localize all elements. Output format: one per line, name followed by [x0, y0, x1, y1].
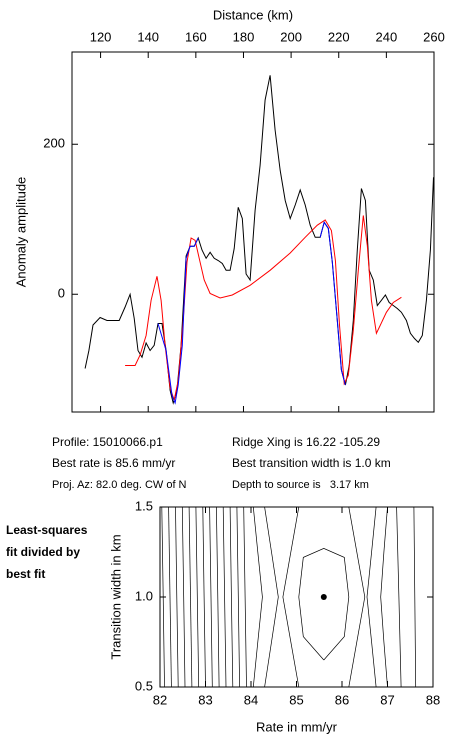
contour-line — [282, 506, 366, 688]
x-tick-label: 200 — [280, 29, 302, 44]
series-line — [125, 215, 402, 402]
contour-line — [252, 506, 263, 688]
contour-line — [175, 506, 179, 688]
y-tick-label: 200 — [43, 136, 65, 151]
plot-frame — [71, 51, 435, 413]
info-azimuth: Proj. Az: 82.0 deg. CW of N — [52, 479, 187, 491]
y-tick-label: 1.0 — [135, 588, 153, 603]
contour-line — [298, 548, 350, 661]
y-tick-label: 0.5 — [135, 678, 153, 693]
contour-line — [216, 506, 220, 688]
contour-line — [229, 506, 234, 688]
contour-line — [161, 506, 165, 688]
x-tick-label: 86 — [335, 692, 349, 707]
x-tick-label: 82 — [153, 692, 167, 707]
side-note: best fit — [6, 567, 45, 581]
contour-line — [168, 506, 172, 688]
x-tick-label: 220 — [328, 29, 350, 44]
x-tick-label: 160 — [185, 29, 207, 44]
x-tick-label: 260 — [423, 29, 445, 44]
info-ridge: Ridge Xing is 16.22 -105.29 — [232, 435, 380, 449]
contour-line — [181, 506, 186, 688]
contour-line — [396, 506, 402, 688]
y-tick-label: 0 — [58, 286, 65, 301]
x-tick-label: 180 — [233, 29, 255, 44]
x-tick-label: 140 — [137, 29, 159, 44]
contour-line — [413, 506, 417, 688]
contour-line — [195, 506, 200, 688]
side-note: fit divided by — [6, 545, 80, 559]
y-axis-label: Anomaly amplitude — [13, 177, 28, 288]
x-tick-label: 240 — [376, 29, 398, 44]
contour-line — [209, 506, 213, 688]
x-tick-label: 83 — [198, 692, 212, 707]
contour-line — [264, 506, 279, 688]
x-tick-label: 84 — [244, 692, 258, 707]
contour-line — [366, 506, 377, 688]
y-tick-label: 1.5 — [135, 498, 153, 513]
contour-line — [202, 506, 206, 688]
contour-line — [236, 506, 240, 688]
series-line — [157, 221, 346, 405]
contour-line — [380, 506, 388, 688]
contour-line — [243, 506, 247, 688]
best-fit-point — [320, 594, 327, 600]
x-tick-label: 120 — [90, 29, 112, 44]
info-rate: Best rate is 85.6 mm/yr — [52, 456, 175, 470]
info-width: Best transition width is 1.0 km — [232, 456, 391, 470]
side-note: Least-squares — [6, 523, 88, 537]
x-tick-label: 85 — [289, 692, 303, 707]
contour-line — [188, 506, 193, 688]
x-tick-label: 88 — [426, 692, 440, 707]
x-axis-label: Rate in mm/yr — [256, 719, 338, 734]
y-axis-label: Transition width in km — [108, 534, 123, 659]
x-axis-label: Distance (km) — [213, 7, 293, 22]
info-depth: Depth to source is 3.17 km — [232, 479, 369, 491]
contour-line — [222, 506, 227, 688]
x-tick-label: 87 — [380, 692, 394, 707]
info-profile: Profile: 15010066.p1 — [52, 435, 163, 449]
series-line — [84, 75, 434, 405]
